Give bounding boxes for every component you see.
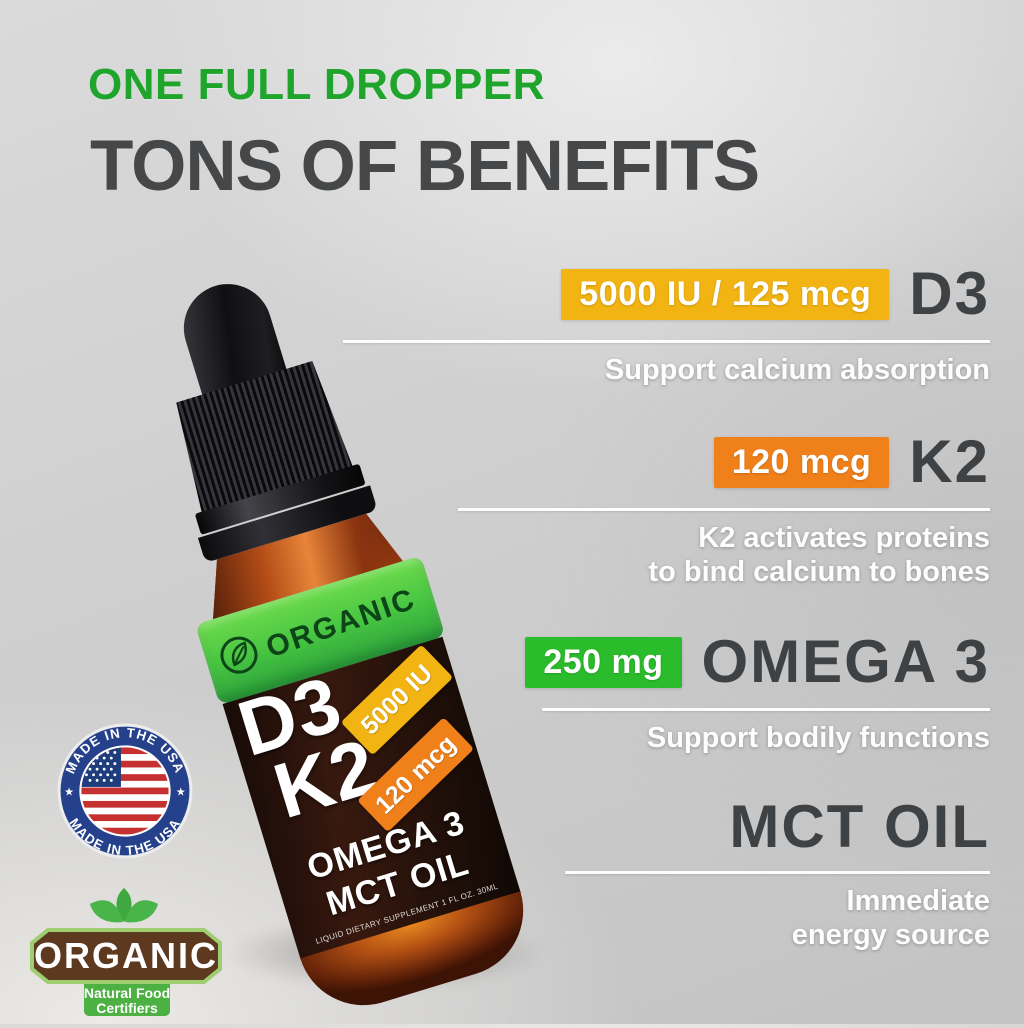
us-flag-icon <box>81 747 169 835</box>
omega3-dose-badge: 250 mg <box>525 636 682 688</box>
omega3-name: OMEGA 3 <box>701 628 990 695</box>
benefit-row: 120 mcg K2 <box>713 428 990 495</box>
benefit-row: 250 mg OMEGA 3 <box>525 632 990 692</box>
k2-name: K2 <box>909 428 990 495</box>
d3-name: D3 <box>909 260 990 327</box>
certifier-subtitle-line2: Certifiers <box>96 1000 158 1016</box>
certifier-subtitle-line1: Natural Food <box>84 985 170 1001</box>
k2-description-line1: K2 activates proteins <box>698 522 990 554</box>
divider-line <box>458 508 990 511</box>
benefit-block-k2: 120 mcg K2 K2 activates proteins to bind… <box>458 432 990 589</box>
divider-line <box>542 708 990 711</box>
mct-oil-name: MCT OIL <box>729 793 990 860</box>
divider-line <box>565 871 990 874</box>
benefit-block-mct-oil: MCT OIL Immediate energy source <box>565 797 990 952</box>
benefit-row: MCT OIL <box>729 797 990 857</box>
organic-band: ORGANIC <box>195 555 446 705</box>
mct-oil-description-line1: Immediate <box>846 885 990 917</box>
omega3-description: Support bodily functions <box>646 722 990 754</box>
certifier-tab <box>84 978 170 1016</box>
benefit-block-d3: 5000 IU / 125 mcg D3 Support calcium abs… <box>343 264 990 387</box>
made-in-usa-badge: MADE IN THE USA MADE IN THE USA ★ ★ <box>57 723 193 859</box>
k2-description: K2 activates proteins to bind calcium to… <box>648 521 990 589</box>
headline-eyebrow: ONE FULL DROPPER <box>88 60 546 109</box>
product-bottle: ORGANIC D3 K2 5000 IU 120 mcg OMEGA 3 MC… <box>105 252 541 1027</box>
star-icon: ★ <box>64 787 74 799</box>
certifier-banner <box>30 928 222 984</box>
k2-description-line2: to bind calcium to bones <box>648 556 990 588</box>
leaves-icon <box>90 888 158 923</box>
divider-line <box>343 340 990 343</box>
organic-certifier-logo: ORGANIC Natural Food Certifiers <box>30 888 222 1016</box>
leaf-icon <box>220 636 258 674</box>
mct-oil-description: Immediate energy source <box>792 884 990 952</box>
benefit-block-omega3: 250 mg OMEGA 3 Support bodily functions <box>525 632 990 755</box>
headline-title: TONS OF BENEFITS <box>90 127 760 206</box>
benefit-row: 5000 IU / 125 mcg D3 <box>561 264 990 324</box>
d3-description: Support calcium absorption <box>604 354 990 386</box>
d3-dose-badge: 5000 IU / 125 mcg <box>561 268 890 320</box>
k2-dose-badge: 120 mcg <box>713 436 890 488</box>
certifier-title: ORGANIC <box>34 935 218 976</box>
star-icon: ★ <box>176 787 186 799</box>
mct-oil-description-line2: energy source <box>791 919 990 951</box>
